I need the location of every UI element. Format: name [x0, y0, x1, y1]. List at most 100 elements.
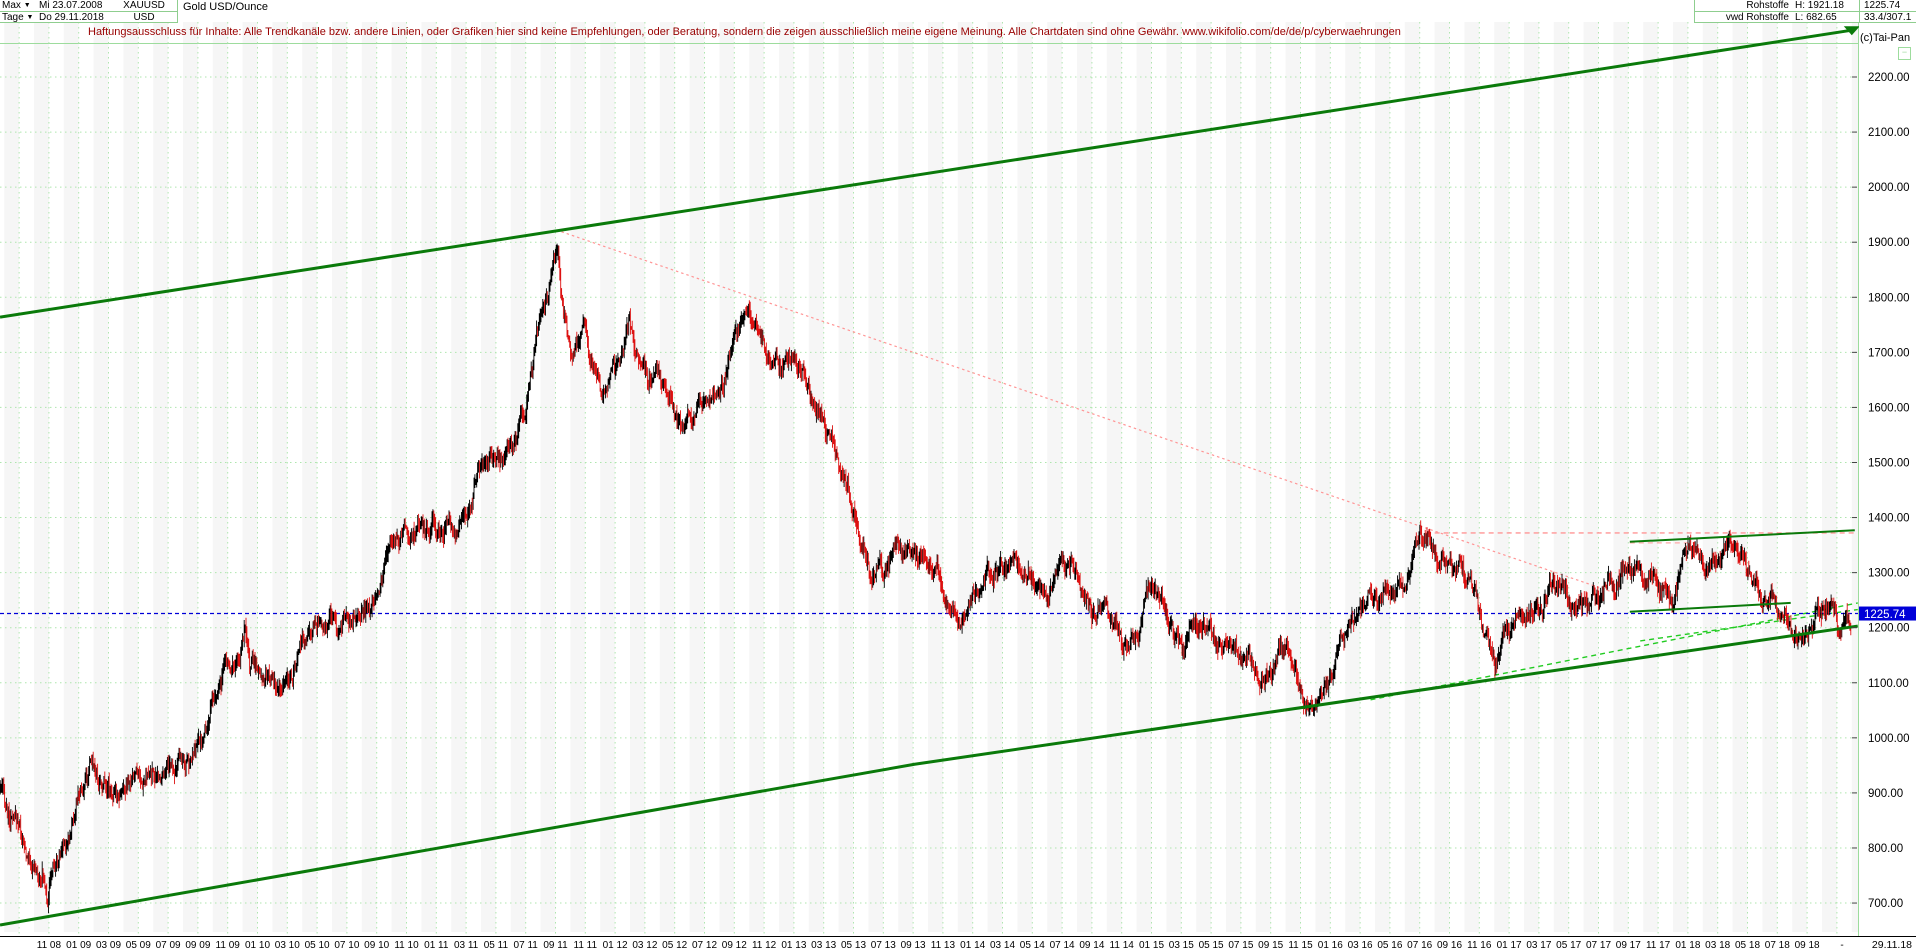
svg-text:05 18: 05 18: [1735, 940, 1760, 951]
svg-text:03 14: 03 14: [990, 940, 1015, 951]
svg-text:1600.00: 1600.00: [1868, 402, 1910, 414]
period-low: L: 682.65: [1792, 12, 1860, 23]
svg-text:-: -: [1840, 940, 1843, 951]
svg-text:05 17: 05 17: [1556, 940, 1581, 951]
svg-text:1000.00: 1000.00: [1868, 733, 1910, 745]
svg-text:03 12: 03 12: [632, 940, 657, 951]
svg-text:03 18: 03 18: [1705, 940, 1730, 951]
svg-text:01 16: 01 16: [1318, 940, 1343, 951]
svg-text:11 14: 11 14: [1110, 940, 1135, 951]
time-axis: 11 08 01 09 03 09 05 09 07 09 09 09 11 09 01 10…: [0, 936, 1916, 952]
svg-text:09 16: 09 16: [1437, 940, 1462, 951]
svg-text:09 17: 09 17: [1616, 940, 1641, 951]
feed-name: vwd Rohstoffe: [1694, 12, 1792, 23]
svg-text:09 11: 09 11: [543, 940, 568, 951]
last-price-header: 1225.74: [1860, 0, 1916, 12]
svg-text:700.00: 700.00: [1868, 898, 1903, 910]
gridlines: [0, 22, 1916, 952]
svg-text:01 15: 01 15: [1139, 940, 1164, 951]
svg-text:05 14: 05 14: [1020, 940, 1045, 951]
svg-text:07 18: 07 18: [1765, 940, 1790, 951]
last-price-badge: [1859, 606, 1916, 621]
svg-text:11 17: 11 17: [1646, 940, 1671, 951]
svg-text:29.11.18: 29.11.18: [1872, 939, 1912, 951]
svg-text:1700.00: 1700.00: [1868, 347, 1910, 359]
svg-text:07 14: 07 14: [1050, 940, 1075, 951]
svg-text:09 09: 09 09: [185, 940, 210, 951]
svg-text:1800.00: 1800.00: [1868, 292, 1910, 304]
period-dropdown[interactable]: Tage ▼: [0, 12, 38, 23]
period-high: H: 1921.18: [1792, 0, 1860, 12]
svg-text:03 15: 03 15: [1169, 940, 1194, 951]
svg-text:1200.00: 1200.00: [1868, 623, 1910, 635]
svg-text:05 11: 05 11: [484, 940, 509, 951]
svg-text:01 12: 01 12: [603, 940, 628, 951]
disclaimer-text: Haftungsausschluss für Inhalte: Alle Tre…: [88, 26, 1401, 38]
trend-channel-lines[interactable]: [0, 26, 1860, 927]
svg-text:03 13: 03 13: [811, 940, 836, 951]
svg-text:01 10: 01 10: [245, 940, 270, 951]
svg-text:2000.00: 2000.00: [1868, 182, 1910, 194]
svg-text:01 11: 01 11: [424, 940, 449, 951]
chevron-down-icon: ▼: [23, 2, 31, 9]
lower-channel-line[interactable]: [0, 624, 1858, 927]
svg-text:09 14: 09 14: [1079, 940, 1104, 951]
minimize-icon[interactable]: −: [1898, 47, 1911, 60]
group-name: Rohstoffe: [1694, 0, 1792, 12]
svg-text:05 15: 05 15: [1199, 940, 1224, 951]
range-dropdown[interactable]: Max ▼: [0, 0, 38, 12]
svg-text:900.00: 900.00: [1868, 788, 1903, 800]
svg-text:03 16: 03 16: [1348, 940, 1373, 951]
svg-text:2100.00: 2100.00: [1868, 127, 1910, 139]
svg-text:07 11: 07 11: [514, 940, 539, 951]
price-bars: [0, 243, 1852, 914]
svg-text:11 12: 11 12: [752, 940, 777, 951]
upper-channel-line[interactable]: [0, 28, 1853, 319]
chevron-down-icon: ▼: [26, 14, 34, 21]
svg-text:07 13: 07 13: [871, 940, 896, 951]
svg-text:11 09: 11 09: [216, 940, 241, 951]
svg-text:05 10: 05 10: [305, 940, 330, 951]
svg-text:07 17: 07 17: [1586, 940, 1611, 951]
svg-text:01 17: 01 17: [1497, 940, 1522, 951]
dashed-support-long[interactable]: [1370, 602, 1858, 701]
descending-resistance[interactable]: [561, 231, 1611, 592]
svg-text:09 12: 09 12: [722, 940, 747, 951]
svg-text:05 09: 05 09: [126, 940, 151, 951]
price-axis: 2200.00 2100.00 2000.00 1900.00 1800.00 1700.…: [1852, 22, 1916, 932]
flag-lower-line[interactable]: [1629, 601, 1791, 613]
svg-text:800.00: 800.00: [1868, 843, 1903, 855]
flag-upper-line[interactable]: [1629, 529, 1855, 543]
svg-text:1100.00: 1100.00: [1868, 678, 1909, 690]
svg-text:07 15: 07 15: [1228, 940, 1253, 951]
svg-text:11 15: 11 15: [1288, 940, 1313, 951]
svg-text:05 13: 05 13: [841, 940, 866, 951]
svg-text:09 13: 09 13: [901, 940, 926, 951]
svg-text:01 13: 01 13: [781, 940, 806, 951]
date-from: Mi 23.07.2008: [36, 0, 114, 12]
svg-text:05 12: 05 12: [662, 940, 687, 951]
currency: USD: [111, 12, 178, 23]
svg-text:03 11: 03 11: [454, 940, 479, 951]
svg-text:01 18: 01 18: [1675, 940, 1700, 951]
svg-text:11 16: 11 16: [1467, 940, 1492, 951]
svg-text:11 13: 11 13: [931, 940, 956, 951]
svg-text:09 15: 09 15: [1258, 940, 1283, 951]
svg-text:05 16: 05 16: [1377, 940, 1402, 951]
trendline-end-triangle-icon: [1843, 26, 1860, 36]
svg-text:03 17: 03 17: [1526, 940, 1551, 951]
month-stripes: [4, 22, 1858, 932]
instrument-title: Gold USD/Ounce: [183, 1, 268, 13]
svg-text:11 10: 11 10: [394, 940, 419, 951]
svg-text:11 11: 11 11: [574, 940, 598, 951]
svg-text:1400.00: 1400.00: [1868, 513, 1910, 525]
svg-text:03 09: 03 09: [96, 940, 121, 951]
svg-text:1300.00: 1300.00: [1868, 568, 1910, 580]
svg-text:01 14: 01 14: [960, 940, 985, 951]
svg-text:1225.74: 1225.74: [1864, 609, 1906, 621]
change-info: 33.4/307.1: [1860, 12, 1916, 23]
svg-text:07 09: 07 09: [156, 940, 181, 951]
svg-text:07 10: 07 10: [334, 940, 359, 951]
